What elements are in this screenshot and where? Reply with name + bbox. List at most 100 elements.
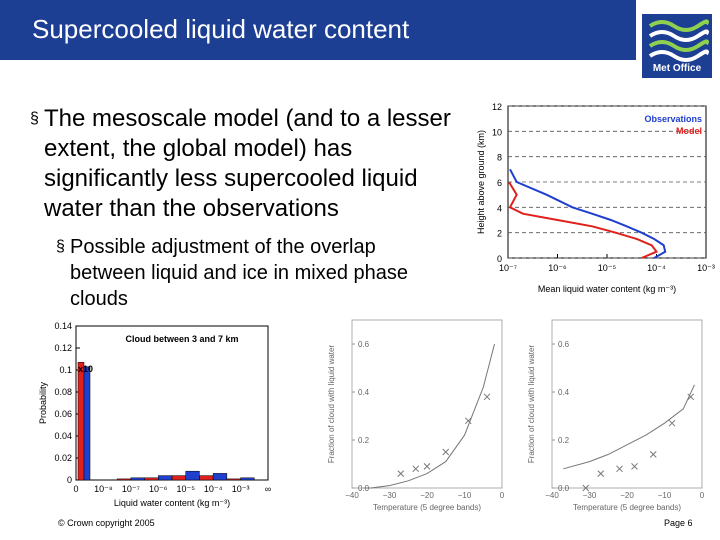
fraction-right-model-line [563,384,695,470]
bullet-main-text: The mesoscale model (and to a lesser ext… [44,105,451,222]
profile-ytick-label: 2 [497,229,502,239]
fraction-right-obs-point [649,451,657,458]
fraction-right-frame [551,319,703,489]
fraction-left-xlabel: Temperature (5 degree bands) [373,503,481,512]
footer-page-number: Page 6 [664,518,693,528]
histogram-bar [199,475,214,481]
histogram-bar [83,366,91,481]
fraction-left-xtick-label: −30 [383,491,397,500]
fraction-right-obs-point [597,470,605,477]
fraction-left-obs-point [483,393,491,401]
fraction-left-xtick-label: −10 [458,491,472,500]
fraction-right-ytick-label: 0.2 [558,436,570,445]
fraction-left-ylabel: Fraction of cloud with liquid water [327,345,336,464]
profile-chart: 0 2 4 6 8 10 12 10⁻⁷ 10⁻⁶ 10⁻⁵ 10⁻⁴ 10⁻³ Mean liquid… [476,102,715,294]
histogram-ytick-label: 0.14 [54,321,72,331]
fraction-left-obs-point [397,470,405,477]
fraction-right-ylabel: Fraction of cloud with liquid water [527,345,536,464]
fraction-left-model-line [363,343,495,489]
fraction-left-obs-point [412,465,420,473]
fraction-left-frame [351,319,503,489]
fraction-right-ytick-label: 0.4 [558,388,570,397]
histogram-xtick-label: 10⁻⁷ [122,484,140,494]
fraction-right-obs-point [687,393,695,401]
profile-xtick-label: 10⁻³ [697,263,715,273]
fraction-right-ytick-label: 0.0 [558,484,570,493]
histogram-bar [130,477,145,481]
histogram-bar [212,473,228,481]
profile-series-line [508,181,659,259]
fraction-left-obs-point [464,417,472,425]
bullet-main: § The mesoscale model (and to a lesser e… [30,104,460,224]
bullet-marker-icon: § [30,110,39,127]
histogram-annotation: x10 [78,364,93,374]
profile-xtick-label: 10⁻⁴ [647,263,666,273]
histogram-ytick-label: 0.06 [54,409,72,419]
title-bar: Supercooled liquid water content [0,0,636,60]
fraction-right-xtick-label: −20 [620,491,634,500]
histogram-xtick-label: 10⁻⁵ [176,484,195,494]
bullet-marker-icon: § [56,238,65,255]
histogram-ytick-label: 0.1 [59,365,72,375]
profile-legend-entry: Model [676,126,702,136]
histogram-xtick-label: 0 [73,484,78,494]
fraction-right-obs-point [616,465,623,473]
profile-xtick-label: 10⁻⁵ [598,263,617,273]
profile-legend-entry: Observations [644,114,702,124]
fraction-right-ytick-label: 0.6 [558,340,570,349]
fraction-left-xtick-label: −20 [420,491,434,500]
fraction-right-xtick-label: −10 [658,491,672,500]
histogram-xtick-label: 10⁻⁶ [149,484,168,494]
profile-ytick-label: 0 [497,254,502,264]
profile-xlabel: Mean liquid water content (kg m⁻³) [538,284,676,294]
histogram-xtick-label: 10⁻³ [232,484,250,494]
fraction-left-ytick-label: 0.2 [358,436,370,445]
histogram-xtick-label: 10⁻⁸ [94,484,113,494]
fraction-left-xtick-label: −40 [345,491,359,500]
histogram-title: Cloud between 3 and 7 km [125,334,238,344]
profile-series-line [509,168,667,259]
fraction-right-xtick-label: 0 [700,491,705,500]
histogram-xtick-label: ∞ [265,484,271,494]
profile-ytick-label: 4 [497,203,502,213]
histogram-ytick-label: 0.08 [54,387,72,397]
histogram-bar [144,477,159,481]
fraction-right-xlabel: Temperature (5 degree bands) [573,503,681,512]
histogram-bar [158,475,173,481]
fraction-right-obs-point [631,463,638,470]
fraction-right-obs-point [582,484,590,492]
profile-xtick-label: 10⁻⁷ [499,263,517,273]
fraction-left-ytick-label: 0.4 [358,388,370,397]
histogram-ytick-label: 0.02 [54,453,72,463]
fraction-right-obs-point [668,419,676,427]
histogram-bar [171,475,186,481]
bullet-sub: § Possible adjustment of the overlap bet… [56,234,456,312]
histogram-xtick-label: 10⁻⁴ [204,484,223,494]
histogram-ylabel: Probability [38,381,48,424]
histogram-ytick-label: 0.12 [54,343,72,353]
profile-ytick-label: 12 [492,102,502,112]
fraction-right-xtick-label: −30 [583,491,597,500]
histogram-ytick-label: 0.04 [54,431,72,441]
histogram-bar [226,478,241,481]
slide-title: Supercooled liquid water content [32,14,410,44]
footer-copyright: © Crown copyright 2005 [58,518,155,528]
histogram-bar [116,478,132,481]
fraction-right-xtick-label: −40 [545,491,559,500]
met-office-logo: Met Office [642,14,712,78]
logo-waves-icon [648,19,709,62]
fraction-left-xtick-label: 0 [500,491,505,500]
profile-ytick-label: 10 [492,127,502,137]
profile-ytick-label: 8 [497,153,502,163]
fraction-chart-right: 0.0 0.2 0.4 0.6 −40 −30 −20 −10 0 Temperature (5 … [527,319,705,512]
fraction-left-ytick-label: 0.6 [358,340,370,349]
histogram-xlabel: Liquid water content (kg m⁻³) [114,498,230,508]
histogram-chart: 0 0.02 0.04 0.06 0.08 0.1 0.12 0.14 0 10⁻⁸ 10⁻⁷ 10⁻… [38,321,271,508]
profile-ylabel: Height above ground (km) [476,130,486,234]
histogram-frame [75,325,269,481]
profile-ytick-label: 6 [497,178,502,188]
fraction-left-obs-point [442,448,450,456]
histogram-ytick-label: 0 [67,475,72,485]
logo-text: Met Office [652,63,702,74]
